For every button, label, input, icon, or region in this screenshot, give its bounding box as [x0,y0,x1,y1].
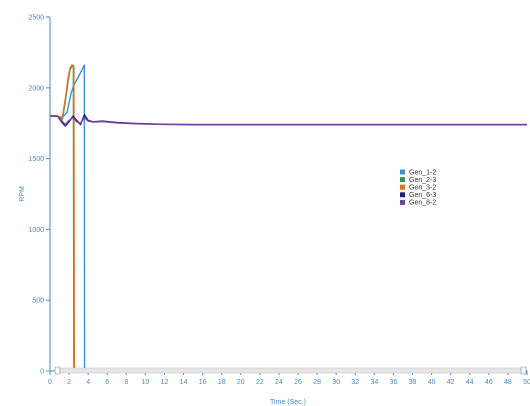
y-tick-label: 1000 [28,227,44,234]
scrollbar-right-handle[interactable] [520,366,527,375]
x-tick-label: 10 [142,379,150,386]
x-tick-label: 32 [351,379,359,386]
x-tick-label: 0 [48,379,52,386]
legend-label: Gen_6-3 [409,192,436,199]
x-tick-label: 8 [124,379,128,386]
y-tick-label: 1500 [28,156,44,163]
x-tick-label: 34 [370,379,378,386]
legend-label: Gen_8-2 [409,200,436,207]
series-line-gen-8-2 [50,115,527,126]
legend-label: Gen_1-2 [409,169,436,176]
axes [49,17,527,372]
legend-swatch [400,199,405,205]
series-line-gen-2-3 [50,64,527,372]
y-axis-title: RPM [19,186,26,202]
x-tick-label: 48 [504,379,512,386]
x-tick-label: 12 [161,379,169,386]
series-lines [50,64,527,372]
x-tick-label: 4 [86,379,90,386]
y-tick-label: 2500 [28,15,44,22]
y-tick-label: 0 [40,369,44,376]
legend-swatch [400,169,405,175]
y-tick-label: 500 [32,298,44,305]
x-tick-label: 22 [256,379,264,386]
x-tick-label: 36 [390,379,398,386]
x-tick-label: 24 [275,379,283,386]
x-tick-label: 16 [199,379,207,386]
horizontal-scrollbar[interactable] [54,366,527,375]
x-axis-title: Time (Sec.) [270,399,306,406]
legend-label: Gen_2-3 [409,177,436,184]
scrollbar-left-handle[interactable] [54,366,61,375]
x-tick-label: 50 [523,379,530,386]
legend-label: Gen_3-2 [409,185,436,192]
legend-swatch [400,177,405,183]
y-tick-label: 2000 [28,85,44,92]
x-tick-label: 18 [218,379,226,386]
x-tick-label: 38 [409,379,417,386]
x-tick-label: 40 [428,379,436,386]
x-tick-label: 20 [237,379,245,386]
x-tick-label: 42 [447,379,455,386]
series-line-gen-3-2 [50,64,527,372]
x-tick-label: 26 [294,379,302,386]
legend-swatch [400,192,405,198]
x-tick-label: 44 [466,379,474,386]
x-tick-label: 14 [180,379,188,386]
scrollbar-track[interactable] [54,367,527,374]
x-tick-label: 6 [105,379,109,386]
legend-swatch [400,184,405,190]
y-ticks: 0 500 1000 1500 2000 2500 [28,15,50,376]
x-tick-label: 28 [313,379,321,386]
series-line-gen-1-2 [50,64,527,372]
x-tick-label: 46 [485,379,493,386]
x-tick-label: 2 [67,379,71,386]
x-tick-label: 30 [332,379,340,386]
